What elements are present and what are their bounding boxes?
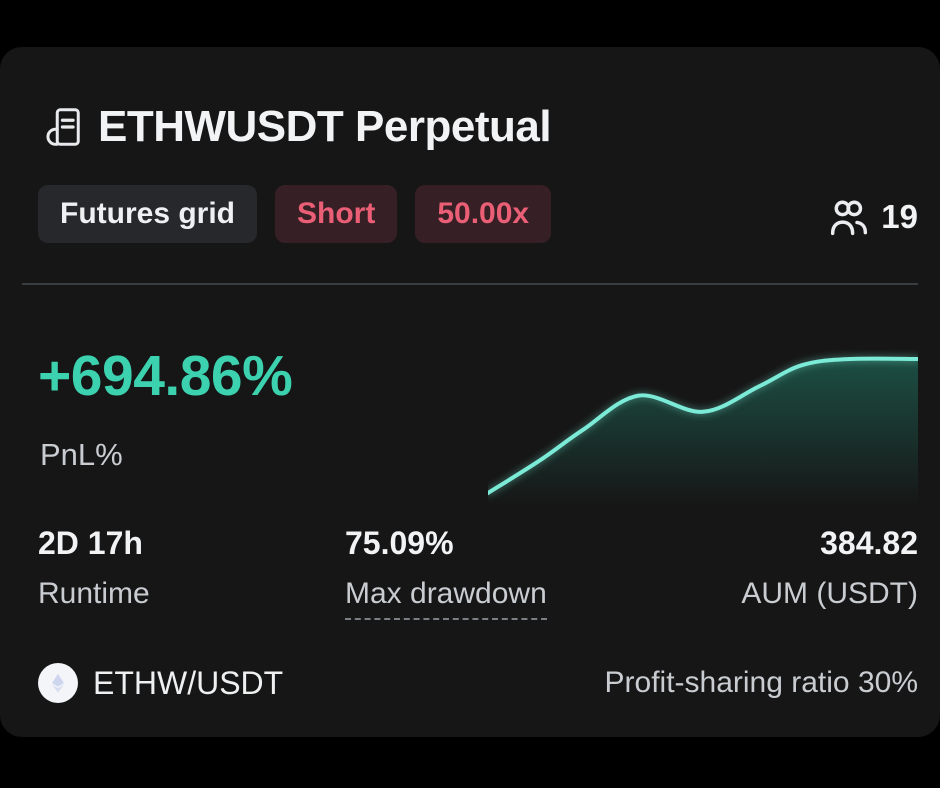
page-title: ETHWUSDT Perpetual xyxy=(98,102,552,151)
runtime-value: 2D 17h xyxy=(38,525,143,561)
aum-value: 384.82 xyxy=(820,525,918,561)
divider xyxy=(22,283,918,285)
max-drawdown-value: 75.09% xyxy=(345,525,454,561)
max-drawdown-label[interactable]: Max drawdown xyxy=(345,576,547,620)
leverage-badge: 50.00x xyxy=(415,185,552,243)
direction-badge: Short xyxy=(275,185,398,243)
pnl-sparkline-chart xyxy=(488,356,918,507)
card-header: ETHWUSDT Perpetual xyxy=(46,102,552,151)
copiers-count: 19 xyxy=(827,197,918,237)
pnl-value: +694.86% xyxy=(38,344,293,408)
chart-area-fill xyxy=(488,358,918,507)
trading-pair: ETHW/USDT xyxy=(38,663,283,703)
tags-row: Futures grid Short 50.00x xyxy=(38,185,552,243)
strategy-journal-icon xyxy=(46,108,80,146)
ethw-coin-icon xyxy=(38,663,78,703)
stat-aum: 384.82 AUM (USDT) xyxy=(741,527,918,612)
stat-runtime: 2D 17h Runtime xyxy=(38,527,150,612)
strategy-type-badge: Futures grid xyxy=(38,185,258,243)
eth-diamond-icon xyxy=(52,673,64,693)
pnl-label: PnL% xyxy=(40,437,123,472)
pair-label: ETHW/USDT xyxy=(93,664,284,701)
strategy-card[interactable]: ETHWUSDT Perpetual Futures grid Short 50… xyxy=(0,47,940,737)
copiers-value: 19 xyxy=(881,198,918,235)
runtime-label: Runtime xyxy=(38,577,150,610)
card-footer: ETHW/USDT Profit-sharing ratio 30% xyxy=(38,659,918,707)
stat-max-drawdown: 75.09% Max drawdown xyxy=(345,527,547,620)
users-icon xyxy=(831,200,868,236)
profit-sharing-ratio: Profit-sharing ratio 30% xyxy=(604,666,918,699)
chart-line xyxy=(488,356,918,495)
aum-label: AUM (USDT) xyxy=(741,577,918,610)
